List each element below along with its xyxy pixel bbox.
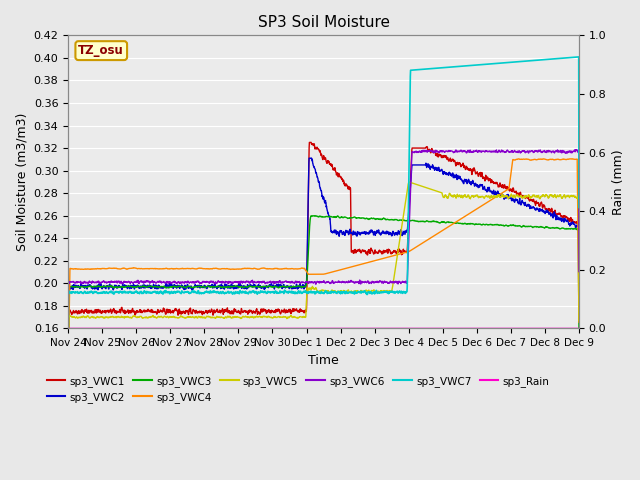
Legend: sp3_VWC1, sp3_VWC2, sp3_VWC3, sp3_VWC4, sp3_VWC5, sp3_VWC6, sp3_VWC7, sp3_Rain: sp3_VWC1, sp3_VWC2, sp3_VWC3, sp3_VWC4, …	[42, 372, 554, 407]
Y-axis label: Rain (mm): Rain (mm)	[612, 149, 625, 215]
X-axis label: Time: Time	[308, 354, 339, 367]
Title: SP3 Soil Moisture: SP3 Soil Moisture	[257, 15, 390, 30]
Y-axis label: Soil Moisture (m3/m3): Soil Moisture (m3/m3)	[15, 113, 28, 251]
Text: TZ_osu: TZ_osu	[78, 44, 124, 57]
